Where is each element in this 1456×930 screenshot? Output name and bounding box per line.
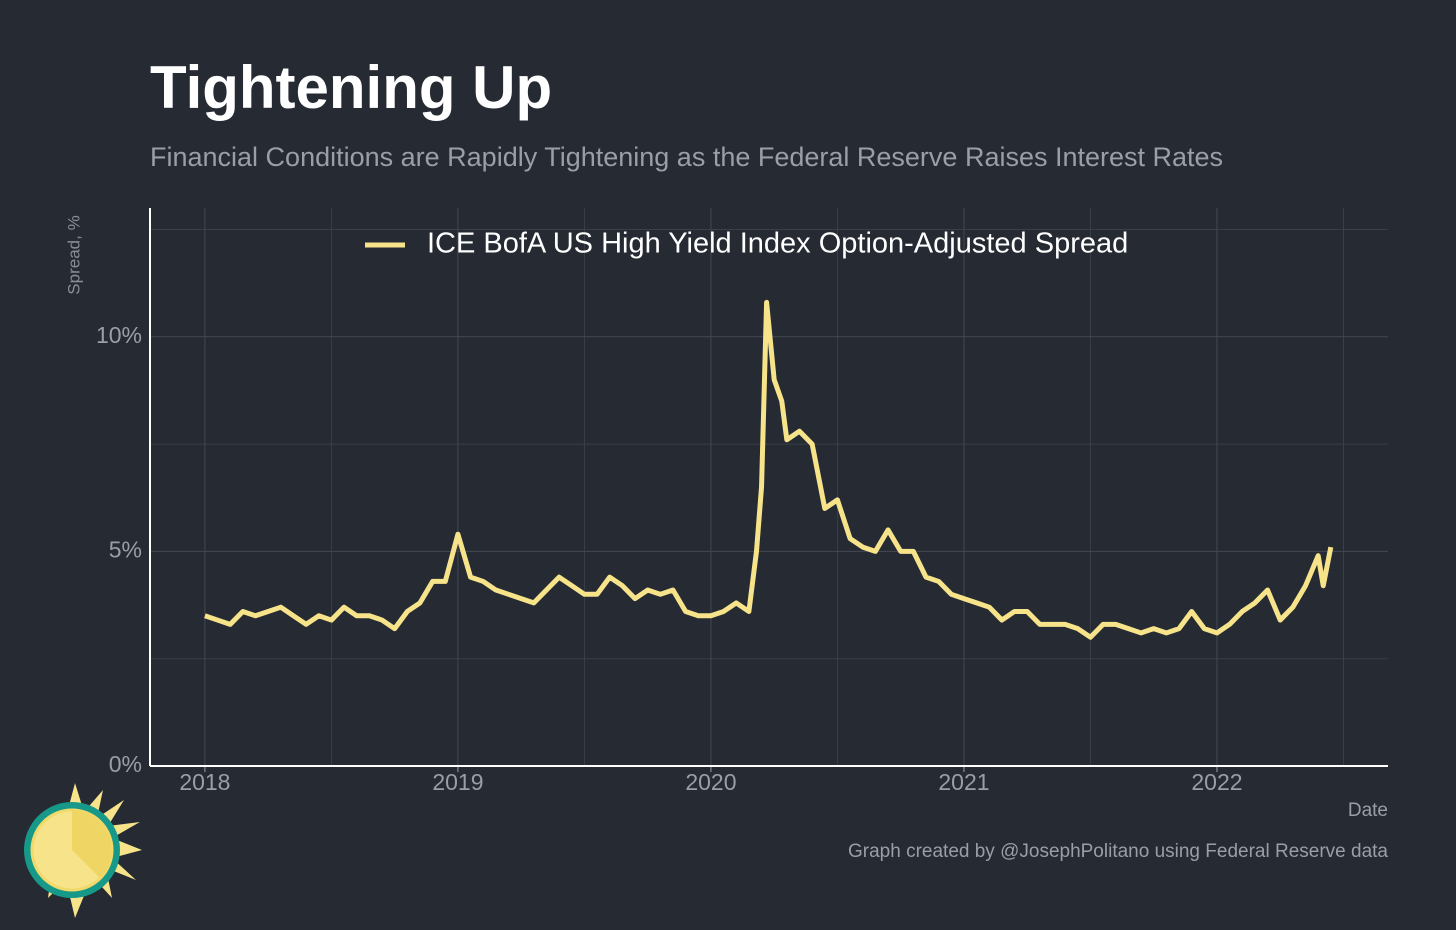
- chart-title: Tightening Up: [150, 54, 552, 121]
- x-axis-label: Date: [1348, 800, 1388, 821]
- x-tick-label: 2018: [179, 769, 230, 795]
- legend-label: ICE BofA US High Yield Index Option-Adju…: [427, 228, 1128, 260]
- x-tick-label: 2020: [685, 769, 736, 795]
- logo: [24, 783, 142, 918]
- series-line: [204, 299, 1334, 640]
- chart-subtitle: Financial Conditions are Rapidly Tighten…: [150, 142, 1223, 172]
- caption: Graph created by @JosephPolitano using F…: [848, 841, 1388, 862]
- y-axis-label: Spread, %: [64, 215, 83, 294]
- y-tick-label: 5%: [109, 536, 142, 562]
- y-tick-label: 10%: [96, 322, 142, 348]
- x-tick-label: 2021: [938, 769, 989, 795]
- y-tick-label: 0%: [109, 751, 142, 777]
- x-tick-label: 2022: [1191, 769, 1242, 795]
- x-tick-label: 2019: [432, 769, 483, 795]
